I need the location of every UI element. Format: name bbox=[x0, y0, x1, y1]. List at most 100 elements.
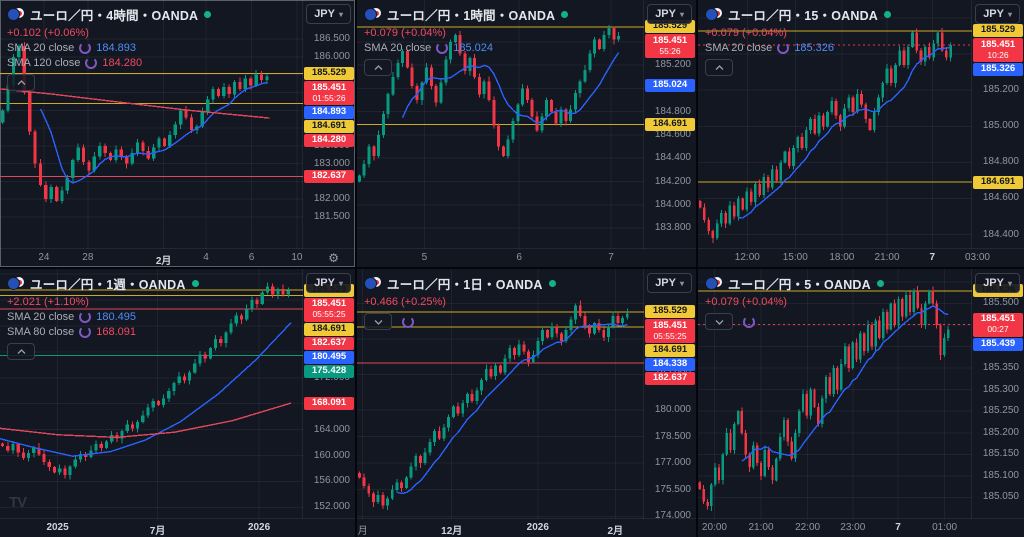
tradingview-watermark: TV bbox=[9, 494, 27, 511]
chart-panel-15m[interactable]: 185.200 185.000 184.800 184.600 184.400 185.5… bbox=[698, 0, 1024, 267]
price-tick-label: 185.100 bbox=[982, 469, 1019, 481]
time-scale[interactable]: 月 12月 2026 2月 bbox=[357, 518, 696, 537]
time-tick-label: 23:00 bbox=[840, 522, 866, 533]
price-tick-label: 152.000 bbox=[313, 501, 350, 513]
study-label: SMA 20 close bbox=[705, 42, 773, 54]
chart-title[interactable]: ユーロ／円・1日・OANDA bbox=[387, 278, 543, 292]
price-tick-label: 178.500 bbox=[654, 430, 691, 442]
gear-icon[interactable]: ⚙ bbox=[328, 251, 339, 265]
expand-indicators-button[interactable] bbox=[705, 313, 733, 330]
price-tick-label: 185.000 bbox=[982, 120, 1019, 132]
chart-title[interactable]: ユーロ／円・15・OANDA bbox=[728, 9, 879, 23]
candlestick-chart-1w[interactable] bbox=[0, 269, 303, 519]
time-tick-label: 12月 bbox=[441, 526, 463, 537]
time-scale[interactable]: 12:00 15:00 18:00 21:00 7 03:00 bbox=[698, 248, 1024, 267]
study-sma-20[interactable]: SMA 20 close 185.024 bbox=[364, 42, 568, 54]
time-tick-label: 7 bbox=[895, 522, 901, 533]
chart-title[interactable]: ユーロ／円・4時間・OANDA bbox=[30, 9, 199, 23]
price-badge: 182.637 bbox=[304, 336, 354, 350]
price-badge: 184.691 bbox=[645, 344, 695, 358]
currency-label: JPY bbox=[314, 8, 335, 20]
chart-panel-1d[interactable]: 182.000180.000178.500177.000175.500174.0… bbox=[357, 269, 696, 537]
time-tick-label: 2025 bbox=[46, 522, 69, 533]
currency-dropdown-button[interactable]: JPY ▾ bbox=[975, 4, 1020, 24]
chart-panel-5m[interactable]: 185.500 185.350 185.300 185.250 185.200 185.1… bbox=[698, 269, 1024, 537]
last-price-badge: 185.451 05:55:25 bbox=[645, 319, 695, 344]
price-tick-label: 186.500 bbox=[313, 33, 350, 45]
price-tick-label: 183.000 bbox=[313, 157, 350, 169]
time-scale[interactable]: 20:00 21:00 22:00 23:00 7 01:00 bbox=[698, 518, 1024, 537]
currency-label: JPY bbox=[655, 277, 676, 289]
currency-dropdown-button[interactable]: JPY ▾ bbox=[975, 273, 1020, 293]
study-value: 185.024 bbox=[453, 42, 494, 54]
chart-panel-1h[interactable]: 185.200 184.800 184.600 184.400 184.200 184.0… bbox=[357, 0, 696, 267]
price-tick-label: 175.500 bbox=[654, 483, 691, 495]
currency-dropdown-button[interactable]: JPY ▾ bbox=[306, 273, 351, 293]
time-tick-label: 4 bbox=[203, 252, 209, 263]
expand-indicators-button[interactable] bbox=[364, 313, 392, 330]
study-sma-20[interactable]: SMA 20 close 185.326 bbox=[705, 42, 891, 54]
candlestick-chart-1h[interactable] bbox=[357, 0, 644, 249]
time-tick-label: 2月 bbox=[155, 256, 172, 267]
price-scale[interactable]: 185.500 185.350 185.300 185.250 185.200 185.1… bbox=[971, 269, 1024, 519]
time-tick-label: 12:00 bbox=[734, 252, 760, 263]
price-scale[interactable]: 185.200 185.000 184.800 184.600 184.400 185.5… bbox=[971, 0, 1024, 249]
chevron-up-icon bbox=[374, 64, 382, 70]
last-price-badge: 185.451 55:26 bbox=[645, 34, 695, 59]
last-price-badge: 185.451 05:55:25 bbox=[304, 297, 354, 322]
price-tick-label: 182.000 bbox=[313, 193, 350, 205]
price-badge: 182.637 bbox=[645, 372, 695, 386]
collapse-indicators-button[interactable] bbox=[7, 74, 35, 91]
time-tick-label: 15:00 bbox=[782, 252, 808, 263]
candlestick-chart-1d[interactable] bbox=[357, 269, 644, 519]
study-sma-20[interactable]: SMA 20 close 184.893 bbox=[7, 42, 211, 54]
price-tick-label: 186.000 bbox=[313, 50, 350, 62]
price-scale[interactable]: 172.000164.000160.000156.000152.000185.5… bbox=[302, 269, 355, 519]
time-scale[interactable]: 2025 7月 2026 bbox=[0, 518, 355, 537]
chevron-down-icon: ▾ bbox=[679, 9, 684, 19]
price-scale[interactable]: 185.200 184.800 184.600 184.400 184.200 184.0… bbox=[643, 0, 696, 249]
currency-dropdown-button[interactable]: JPY ▾ bbox=[647, 273, 692, 293]
study-sma-80[interactable]: SMA 80 close 168.091 bbox=[7, 326, 199, 338]
chart-panel-1w[interactable]: 172.000164.000160.000156.000152.000185.5… bbox=[0, 269, 355, 537]
last-price-badge: 185.451 10:26 bbox=[973, 38, 1023, 63]
price-tick-label: 185.050 bbox=[982, 491, 1019, 503]
chart-title[interactable]: ユーロ／円・1時間・OANDA bbox=[387, 9, 556, 23]
chart-title[interactable]: ユーロ／円・1週・OANDA bbox=[30, 278, 186, 292]
candlestick-chart-4h[interactable] bbox=[0, 0, 303, 249]
study-loading-icon bbox=[777, 42, 790, 54]
currency-dropdown-button[interactable]: JPY ▾ bbox=[647, 4, 692, 24]
study-sma-20[interactable]: SMA 20 close 180.495 bbox=[7, 311, 199, 323]
time-tick-label: 2026 bbox=[526, 522, 549, 533]
collapse-indicators-button[interactable] bbox=[364, 59, 392, 76]
time-tick-label: 月 bbox=[357, 526, 368, 537]
price-tick-label: 185.200 bbox=[982, 426, 1019, 438]
study-loading-icon bbox=[85, 57, 98, 69]
price-badge: 180.495 bbox=[304, 350, 354, 364]
study-value: 184.893 bbox=[96, 42, 137, 54]
candlestick-chart-15m[interactable] bbox=[698, 0, 972, 249]
price-scale[interactable]: 186.500186.000184.000183.500183.000182.0… bbox=[302, 0, 355, 249]
price-tick-label: 156.000 bbox=[313, 475, 350, 487]
time-scale[interactable]: 24 28 2月 4 6 10 bbox=[0, 248, 355, 267]
chevron-down-icon: ▾ bbox=[338, 9, 343, 19]
price-badge: 184.691 bbox=[304, 322, 354, 336]
price-tick-label: 185.150 bbox=[982, 448, 1019, 460]
collapse-indicators-button[interactable] bbox=[7, 343, 35, 360]
price-tick-label: 184.800 bbox=[654, 105, 691, 117]
price-badge: 184.893 bbox=[304, 106, 354, 120]
study-value: 184.280 bbox=[102, 57, 143, 69]
time-tick-label: 10 bbox=[291, 252, 303, 263]
chart-title[interactable]: ユーロ／円・5・OANDA bbox=[728, 278, 871, 292]
price-scale[interactable]: 182.000180.000178.500177.000175.500174.0… bbox=[643, 269, 696, 521]
chart-panel-4h[interactable]: 186.500186.000184.000183.500183.000182.0… bbox=[0, 0, 355, 267]
time-scale[interactable]: 5 6 7 bbox=[357, 248, 696, 267]
currency-dropdown-button[interactable]: JPY ▾ bbox=[306, 4, 351, 24]
study-sma-120[interactable]: SMA 120 close 184.280 bbox=[7, 57, 211, 69]
price-badge: 184.691 bbox=[973, 175, 1023, 189]
price-tick-label: 184.400 bbox=[982, 228, 1019, 240]
candlestick-chart-5m[interactable] bbox=[698, 269, 972, 519]
price-badge: 185.529 bbox=[304, 67, 354, 81]
price-badge: 184.280 bbox=[304, 134, 354, 148]
collapse-indicators-button[interactable] bbox=[705, 59, 733, 76]
